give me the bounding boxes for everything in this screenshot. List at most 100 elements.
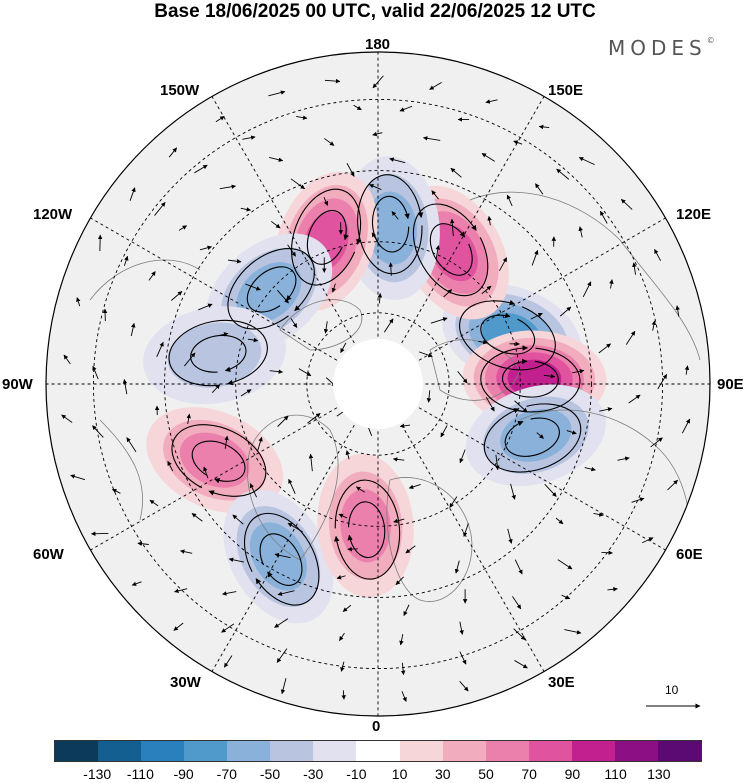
wind-arrow [530,312,543,320]
wind-arrow [346,163,355,177]
wind-arrow [499,257,508,272]
wind-arrow [221,623,235,633]
streamline-loop [291,188,362,286]
streamline-loop [459,299,556,371]
wind-arrow [61,414,73,423]
wind-arrow [336,575,346,580]
wind-arrow [459,680,469,692]
wind-arrow [403,604,410,616]
colorbar-tick-label: -50 [259,766,281,782]
wind-arrow [443,289,453,298]
wind-arrow [628,394,641,404]
lon-label-150w: 150W [160,82,200,99]
wind-arrow [345,450,350,460]
wind-arrow [148,271,156,281]
wind-arrow [481,153,495,162]
wind-arrow [268,90,286,97]
wind-arrow [391,211,399,220]
streamline-loop [483,403,582,473]
wind-arrow [70,474,86,481]
lon-label-30e: 30E [548,674,575,691]
wind-arrow [531,249,539,266]
latitude-circle [235,241,521,527]
wind-arrow [651,320,657,331]
pole-cap [333,339,423,429]
map-border [45,51,711,717]
lat-lon-grid [46,52,710,716]
wind-arrow [123,255,129,266]
wind-arrow [307,413,321,424]
wind-arrow [557,559,573,570]
wind-arrow [126,437,137,453]
wind-arrow [559,306,572,317]
wind-arrow [514,400,528,413]
streamline-loop [333,479,401,580]
colorbar-cell [227,741,271,761]
wind-arrow [178,225,188,231]
lon-label-30w: 30W [170,674,201,691]
wind-arrow [506,194,513,207]
wind-arrow [171,291,183,301]
wind-arrow [368,184,382,190]
wind-arrow [561,594,571,600]
colorbar-tick-label: 30 [435,766,451,782]
colorbar-ticks: -130 -110 -90 -70 -50 -30 -10 10 30 50 70 90 110 130 [54,766,702,783]
wind-arrow [684,365,690,375]
wind-arrow [245,283,261,291]
lon-label-90w: 90W [2,376,33,393]
wind-arrow [454,560,460,574]
lon-label-0: 0 [372,718,381,735]
colorbar-cell [270,741,314,761]
wind-arrow [514,660,528,669]
wind-arrow [323,321,329,334]
wind-arrow [242,135,256,140]
colorbar-tick-label: 50 [478,766,494,782]
wind-arrow [459,449,466,464]
wind-arrow [280,678,287,695]
wind-arrow [355,486,365,493]
wind-arrow [631,497,645,503]
wind-arrow [129,187,136,201]
wind-arrow [203,466,209,479]
wind-arrow [578,226,583,238]
wind-arrow [347,546,358,552]
wind-arrow [173,622,184,631]
wind-arrow [92,365,99,380]
wind-arrow [274,618,289,628]
wind-arrow [429,81,442,90]
colorbar-cell [485,741,529,761]
streamline-loop [171,424,267,497]
wind-arrow [535,183,544,195]
wind-arrow [92,425,104,438]
wind-arrow [274,552,291,559]
wind-arrow [389,157,406,164]
wind-arrow [675,305,680,317]
wind-arrow [485,99,498,104]
wind-arrow [593,512,604,517]
colorbar-cell [356,741,400,761]
wind-arrow [607,586,618,592]
wind-arrow [232,514,244,525]
colorbar-tick-label: -30 [303,766,324,782]
wind-arrow [395,576,404,585]
wind-arrow [459,621,464,635]
map-title: Base 18/06/2025 00 UTC, valid 22/06/2025… [154,1,596,22]
circulation-streamlines [168,174,582,606]
wind-arrow [137,541,149,546]
wind-arrow [609,279,614,289]
wind-arrow [620,198,633,210]
wind-arrow [449,218,455,237]
wind-arrow [440,425,448,438]
streamline-loop [357,174,424,275]
wind-arrow [599,210,608,224]
wind-arrow [485,397,495,412]
wind-arrow [457,371,468,384]
wind-arrow [431,190,439,200]
wind-arrow [342,604,352,612]
wind-arrow [290,178,306,190]
wind-arrow [168,147,178,158]
wind-arrow [277,289,289,304]
wind-arrow [228,259,242,264]
wind-arrow [323,197,329,206]
modes-logo: MODES© [608,36,715,60]
